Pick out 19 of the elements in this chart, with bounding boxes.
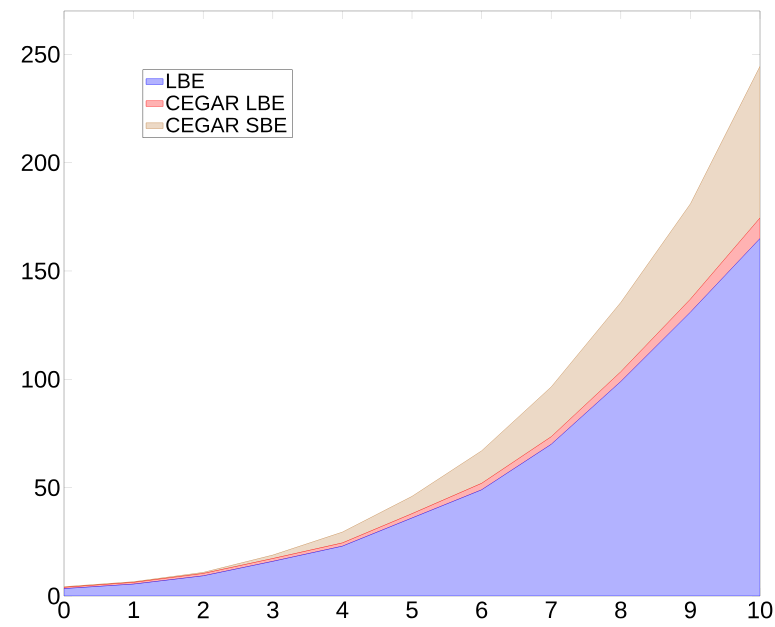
x-tick-label: 1 (128, 602, 140, 618)
x-tick-label: 4 (336, 602, 348, 618)
x-tick-label: 8 (615, 602, 626, 618)
x-tick-label: 6 (476, 602, 488, 618)
y-tick-label: 50 (34, 479, 60, 496)
x-tick-label: 3 (267, 602, 278, 618)
legend-label: LBE (166, 74, 204, 88)
x-tick-label: 2 (198, 602, 209, 618)
legend-label: CEGAR SBE (166, 118, 286, 132)
y-tick-label: 100 (22, 370, 60, 388)
x-tick-label: 7 (546, 602, 557, 618)
y-tick-label: 0 (48, 588, 60, 604)
x-tick-label: 9 (684, 602, 696, 618)
legend-label: CEGAR LBE (166, 96, 284, 110)
y-tick-label: 150 (22, 262, 60, 280)
x-tick-label: 10 (748, 602, 772, 618)
y-tick-label: 200 (22, 154, 60, 172)
x-tick-label: 5 (406, 602, 418, 618)
y-tick-label: 250 (22, 46, 60, 63)
